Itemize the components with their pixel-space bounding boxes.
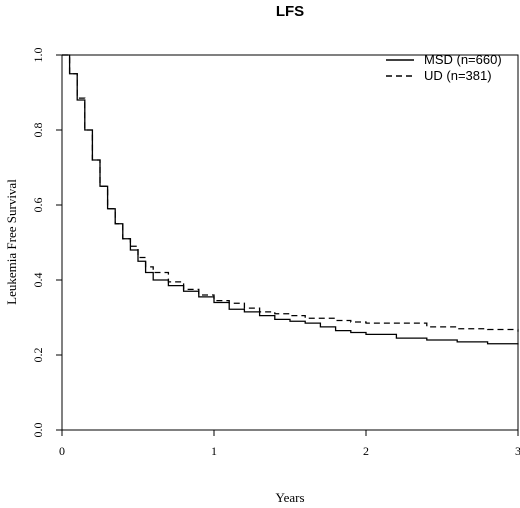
series-layer — [62, 54, 519, 345]
survival-curve-msd — [62, 54, 519, 345]
y-tick-label: 0.6 — [31, 198, 45, 213]
y-tick-label: 0.4 — [31, 273, 45, 288]
x-tick-label: 1 — [211, 444, 217, 458]
legend-label-msd: MSD (n=660) — [424, 52, 502, 67]
x-axis-label: Years — [275, 490, 304, 505]
y-tick-label: 0.8 — [31, 123, 45, 138]
survival-curve-ud — [62, 54, 519, 332]
x-axis: 0 1 2 3 — [59, 430, 520, 458]
plot-area — [61, 54, 519, 431]
y-tick-label: 1.0 — [31, 48, 45, 63]
y-tick-label: 0.2 — [31, 348, 45, 363]
x-tick-label: 3 — [515, 444, 520, 458]
y-axis: 0.0 0.2 0.4 0.6 0.8 1.0 — [31, 48, 62, 438]
y-tick-label: 0.0 — [31, 423, 45, 438]
x-tick-label: 2 — [363, 444, 369, 458]
x-tick-label: 0 — [59, 444, 65, 458]
chart-title: LFS — [276, 3, 304, 20]
legend-label-ud: UD (n=381) — [424, 68, 492, 83]
legend: MSD (n=660) UD (n=381) — [386, 52, 502, 83]
y-axis-label: Leukemia Free Survival — [4, 179, 19, 305]
